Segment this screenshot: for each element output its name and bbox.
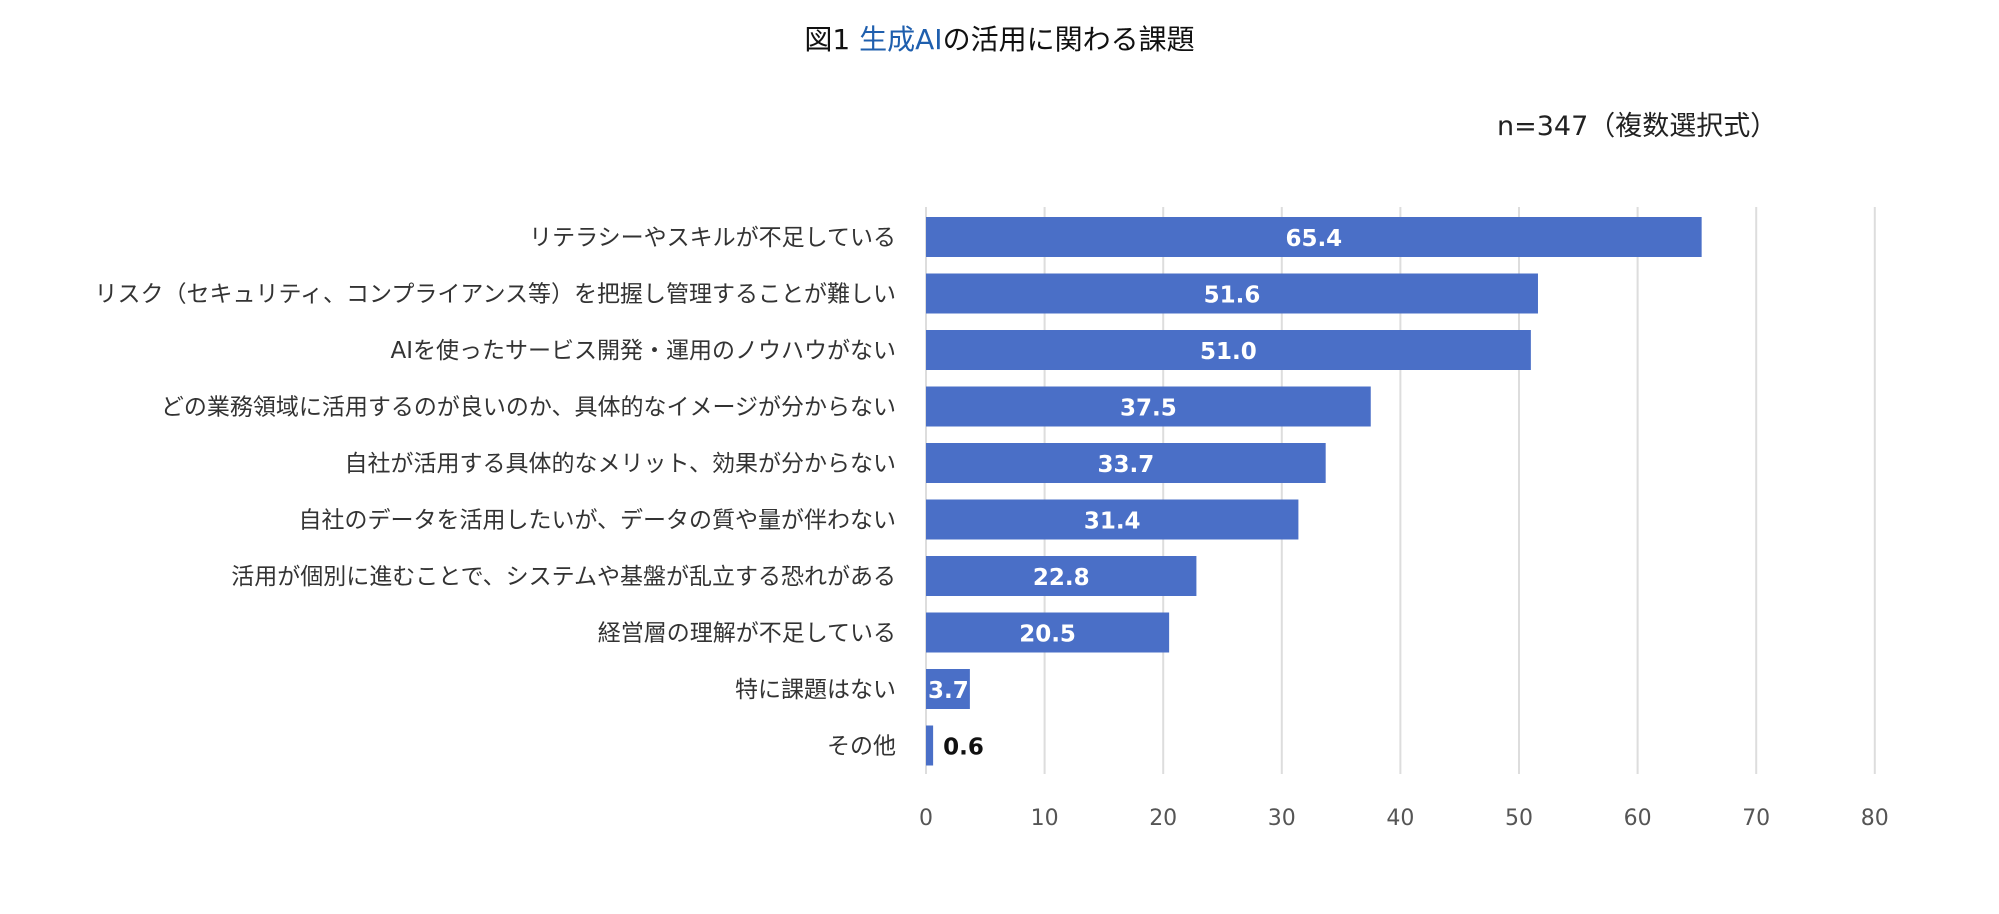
- value-label: 51.6: [1204, 283, 1261, 309]
- value-label: 20.5: [1019, 622, 1076, 648]
- x-tick-label: 0: [919, 806, 933, 831]
- category-label: 特に課題はない: [735, 677, 896, 703]
- sample-size-note: n=347（複数選択式）: [1497, 111, 1778, 142]
- value-label: 51.0: [1200, 339, 1257, 365]
- x-tick-label: 60: [1624, 806, 1652, 831]
- bar: [926, 330, 1531, 370]
- chart-title: 図1 生成AIの活用に関わる課題: [0, 18, 1999, 58]
- title-prefix: 図1: [804, 23, 860, 56]
- category-label: 経営層の理解が不足している: [598, 621, 896, 647]
- value-label: 0.6: [943, 735, 984, 761]
- bar: [926, 273, 1538, 314]
- bar: [926, 499, 1299, 540]
- x-tick-label: 20: [1149, 806, 1177, 831]
- x-tick-label: 50: [1505, 806, 1533, 831]
- title-accent: 生成AI: [859, 23, 943, 56]
- bar: [926, 612, 1170, 653]
- category-label: リテラシーやスキルが不足している: [529, 225, 896, 251]
- bar: [926, 217, 1702, 257]
- bar: [926, 556, 1197, 596]
- category-label: 自社のデータを活用したいが、データの質や量が伴わない: [298, 508, 896, 534]
- category-label: AIを使ったサービス開発・運用のノウハウがない: [390, 338, 896, 364]
- value-label: 33.7: [1097, 452, 1154, 478]
- value-label: 31.4: [1084, 509, 1141, 535]
- category-label: 活用が個別に進むことで、システムや基盤が乱立する恐れがある: [231, 564, 896, 590]
- category-label: その他: [827, 734, 896, 760]
- category-label: どの業務領域に活用するのが良いのか、具体的なイメージが分からない: [161, 395, 896, 421]
- bar: [926, 443, 1326, 483]
- value-label: 37.5: [1120, 396, 1177, 422]
- x-tick-label: 10: [1031, 806, 1059, 831]
- value-label: 3.7: [928, 678, 969, 704]
- bar: [926, 669, 970, 709]
- x-tick-label: 40: [1386, 806, 1414, 831]
- bar: [926, 386, 1371, 427]
- category-labels: リテラシーやスキルが不足しているリスク（セキュリティ、コンプライアンス等）を把握…: [94, 225, 896, 760]
- value-label: 22.8: [1033, 565, 1090, 591]
- category-label: リスク（セキュリティ、コンプライアンス等）を把握し管理することが難しい: [94, 282, 896, 308]
- bars: [926, 217, 1702, 766]
- category-label: 自社が活用する具体的なメリット、効果が分からない: [344, 451, 896, 477]
- x-tick-label: 30: [1268, 806, 1296, 831]
- x-axis-ticks: 0 10 20 30 40 50 60 70 80: [919, 806, 1889, 831]
- title-suffix: の活用に関わる課題: [942, 23, 1195, 56]
- value-label: 65.4: [1285, 226, 1342, 252]
- value-labels: 65.4 51.6 51.0 37.5 33.7 31.4 22.8 20.5 3.7 0.6: [928, 226, 1342, 761]
- x-tick-label: 80: [1861, 806, 1889, 831]
- x-tick-label: 70: [1742, 806, 1770, 831]
- bar: [926, 725, 934, 766]
